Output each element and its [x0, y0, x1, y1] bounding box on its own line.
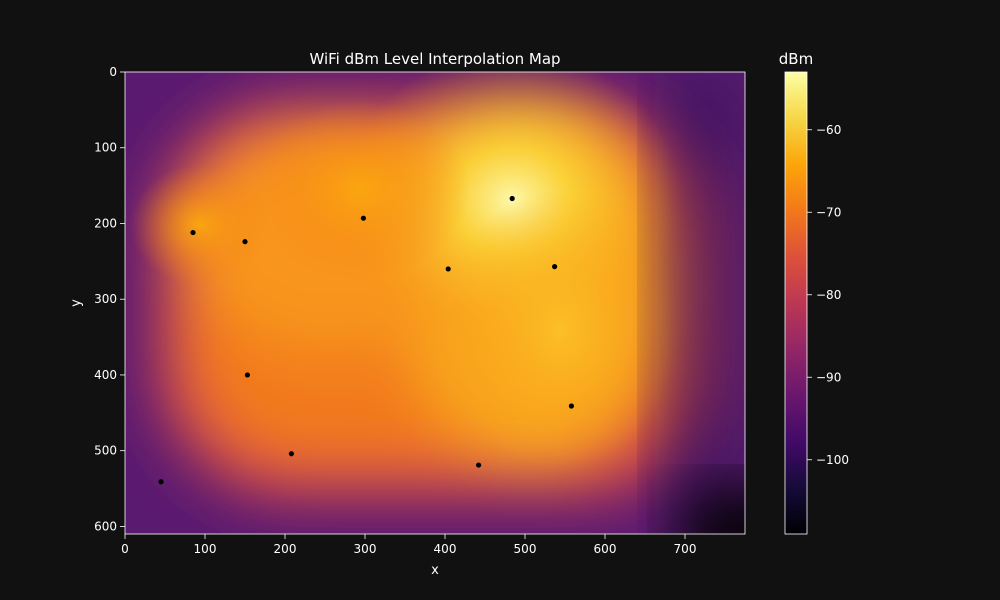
- chart-title: WiFi dBm Level Interpolation Map: [309, 50, 560, 68]
- access-point-marker: [288, 451, 294, 457]
- x-tick-label: 100: [194, 542, 217, 556]
- y-tick-label: 100: [94, 141, 117, 155]
- colorbar-tick-label: −60: [816, 123, 841, 137]
- y-tick-label: 500: [94, 444, 117, 458]
- y-tick-label: 0: [109, 65, 117, 79]
- colorbar-label: dBm: [779, 50, 813, 68]
- colorbar-tick-label: −70: [816, 205, 841, 219]
- access-point-markers: [158, 195, 575, 485]
- access-point-marker: [158, 479, 164, 485]
- colorbar-tick-label: −100: [816, 453, 849, 467]
- colorbar: dBm −60 −70 −80 −90 −100: [779, 50, 849, 535]
- x-tick-label: 600: [594, 542, 617, 556]
- y-axis-label: y: [69, 299, 84, 307]
- colorbar-ticks: −60 −70 −80 −90 −100: [807, 123, 849, 467]
- x-tick-label: 400: [434, 542, 457, 556]
- x-axis-ticks: 0 100 200 300 400 500 600 700: [121, 534, 696, 556]
- access-point-marker: [244, 372, 250, 378]
- y-tick-label: 200: [94, 216, 117, 230]
- x-tick-label: 300: [354, 542, 377, 556]
- y-tick-label: 600: [94, 519, 117, 533]
- y-tick-label: 400: [94, 368, 117, 382]
- access-point-marker: [445, 266, 451, 272]
- colorbar-tick-label: −90: [816, 370, 841, 384]
- y-tick-label: 300: [94, 292, 117, 306]
- access-point-marker: [552, 264, 558, 270]
- x-tick-label: 700: [674, 542, 697, 556]
- plot-frame: [124, 71, 746, 535]
- x-axis-label: x: [431, 563, 439, 578]
- x-tick-label: 0: [121, 542, 129, 556]
- access-point-marker: [476, 462, 482, 468]
- access-point-marker: [190, 229, 196, 236]
- colorbar-gradient: [784, 71, 808, 535]
- x-tick-label: 200: [274, 542, 297, 556]
- colorbar-tick-label: −80: [816, 288, 841, 302]
- x-tick-label: 500: [514, 542, 537, 556]
- access-point-marker: [509, 195, 515, 202]
- access-point-marker: [242, 239, 248, 245]
- access-point-marker: [568, 403, 575, 409]
- y-axis-ticks: 0 100 200 300 400 500 600: [94, 65, 125, 533]
- access-point-marker: [360, 215, 366, 221]
- heatmap: [125, 72, 745, 534]
